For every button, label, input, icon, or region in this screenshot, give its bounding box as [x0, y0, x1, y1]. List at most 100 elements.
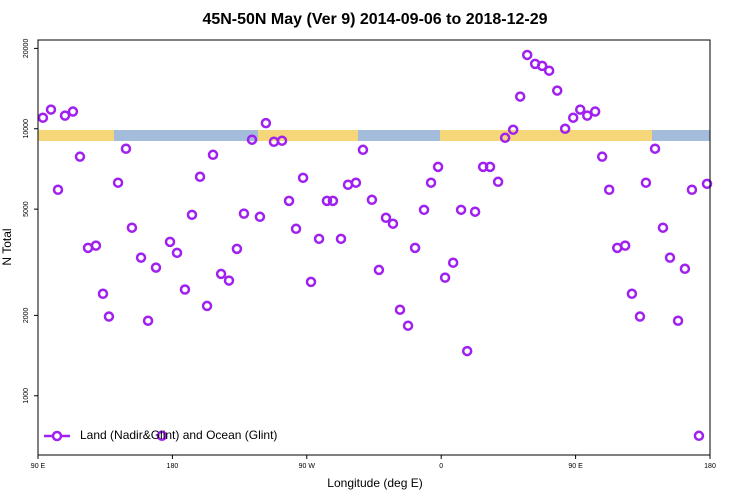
point: [484, 161, 496, 173]
point: [640, 177, 652, 188]
point: [634, 311, 646, 322]
point: [74, 151, 86, 162]
x-tick-label: 180: [704, 463, 716, 470]
point: [268, 136, 280, 148]
point: [543, 65, 555, 76]
point: [499, 132, 511, 144]
point: [112, 177, 124, 188]
point: [103, 311, 115, 322]
point: [59, 110, 71, 121]
point: [461, 345, 473, 357]
point: [313, 233, 325, 245]
point: [581, 110, 593, 121]
point: [366, 194, 378, 206]
legend-marker: [51, 430, 63, 442]
point: [693, 430, 705, 442]
y-tick-label: 20000: [23, 39, 30, 59]
surface-strip: [38, 130, 710, 141]
legend-label: Land (Nadir&Glint) and Ocean (Glint): [80, 428, 277, 442]
x-tick-label: 90 W: [299, 463, 316, 470]
point: [619, 240, 631, 251]
point: [373, 264, 385, 276]
point: [439, 272, 451, 283]
point: [701, 178, 713, 190]
point: [425, 177, 437, 188]
point: [335, 233, 347, 245]
point: [276, 135, 288, 146]
point: [596, 151, 608, 162]
point: [150, 262, 162, 273]
y-tick-label: 5000: [23, 201, 30, 217]
point: [387, 218, 399, 229]
point: [223, 275, 235, 286]
point: [142, 315, 154, 326]
point: [507, 124, 519, 135]
point: [126, 222, 138, 233]
point: [97, 288, 109, 300]
x-tick-label: 0: [439, 463, 443, 470]
point: [207, 149, 219, 161]
point: [672, 315, 684, 326]
point: [455, 204, 467, 216]
point: [90, 240, 102, 251]
point: [186, 209, 198, 221]
point: [521, 49, 533, 61]
point: [469, 206, 481, 217]
point: [254, 211, 266, 223]
point: [514, 91, 526, 102]
point: [37, 112, 49, 123]
point: [657, 222, 669, 233]
point: [567, 112, 579, 123]
point: [201, 300, 213, 312]
point: [52, 184, 64, 195]
x-tick-label: 90 E: [31, 463, 46, 470]
point: [45, 104, 57, 115]
x-axis-label: Longitude (deg E): [327, 476, 422, 490]
point: [409, 242, 421, 254]
point: [574, 104, 586, 115]
point: [679, 263, 691, 275]
point: [321, 195, 333, 207]
point: [179, 284, 191, 295]
point: [559, 123, 571, 135]
point: [164, 236, 176, 248]
x-tick-label: 180: [167, 463, 179, 470]
point: [626, 288, 638, 300]
point: [283, 195, 295, 207]
point: [305, 276, 317, 288]
point: [432, 161, 444, 173]
point: [194, 171, 206, 183]
point: [589, 106, 601, 117]
point: [447, 257, 459, 268]
point: [120, 143, 132, 154]
point: [649, 143, 661, 154]
chart-title: 45N-50N May (Ver 9) 2014-09-06 to 2018-1…: [202, 11, 547, 28]
point: [350, 177, 362, 188]
point: [135, 252, 147, 263]
x-tick-label: 90 E: [568, 463, 583, 470]
y-tick-label: 2000: [23, 307, 30, 323]
point: [357, 144, 369, 156]
y-tick-label: 1000: [23, 388, 30, 404]
point: [536, 60, 548, 72]
point: [156, 430, 168, 442]
point: [246, 134, 258, 145]
point: [418, 204, 430, 216]
y-axis-label: N Total: [0, 228, 14, 265]
point: [402, 320, 414, 331]
point: [171, 247, 183, 259]
point: [394, 304, 406, 315]
point: [297, 172, 309, 184]
point: [327, 195, 339, 207]
point: [603, 184, 615, 195]
point: [231, 243, 243, 255]
plot-frame: [37, 39, 711, 456]
point: [664, 252, 676, 263]
point: [551, 85, 563, 96]
point: [492, 176, 504, 188]
y-tick-label: 10000: [23, 119, 30, 139]
point: [67, 106, 79, 117]
point: [290, 223, 302, 235]
point: [380, 212, 392, 224]
